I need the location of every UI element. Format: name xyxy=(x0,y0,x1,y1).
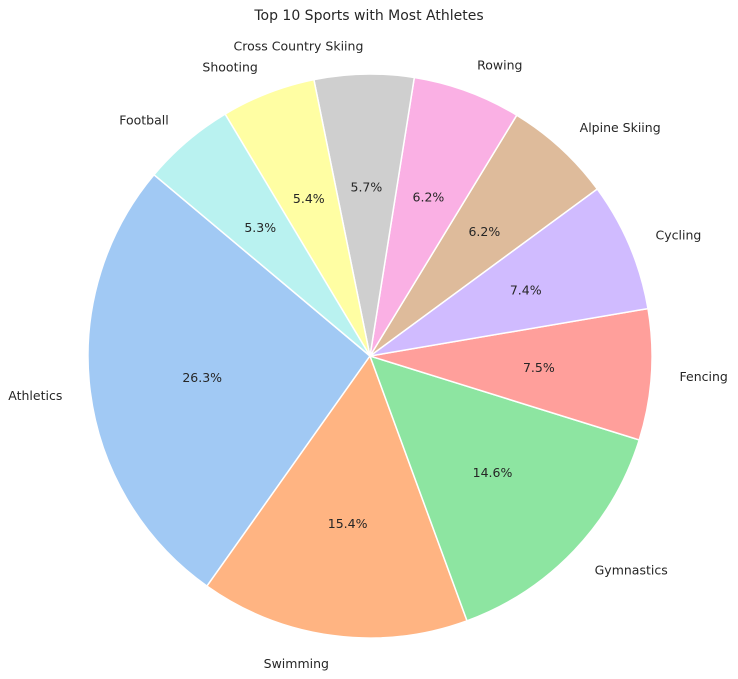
percent-label-cross-country-skiing: 5.7% xyxy=(351,179,383,194)
category-label-cycling: Cycling xyxy=(656,227,702,242)
slice-fencing xyxy=(369,307,653,441)
category-label-gymnastics: Gymnastics xyxy=(595,562,668,577)
category-label-cross-country-skiing: Cross Country Skiing xyxy=(234,38,364,53)
percent-label-gymnastics: 14.6% xyxy=(473,465,513,480)
percent-label-shooting: 5.4% xyxy=(293,191,325,206)
percent-label-fencing: 7.5% xyxy=(523,360,555,375)
slice-football xyxy=(152,113,371,357)
chart-title: Top 10 Sports with Most Athletes xyxy=(254,8,484,24)
percent-label-athletics: 26.3% xyxy=(182,370,222,385)
category-label-football: Football xyxy=(119,112,168,127)
percent-label-alpine-skiing: 6.2% xyxy=(468,224,500,239)
percent-label-rowing: 6.2% xyxy=(413,190,445,205)
percent-label-football: 5.3% xyxy=(244,220,276,235)
category-label-rowing: Rowing xyxy=(477,57,522,72)
category-label-athletics: Athletics xyxy=(8,388,62,403)
percent-label-cycling: 7.4% xyxy=(510,282,542,297)
category-label-fencing: Fencing xyxy=(680,369,728,384)
category-label-shooting: Shooting xyxy=(202,59,257,74)
slice-gymnastics xyxy=(368,354,641,622)
slice-cycling xyxy=(369,187,649,357)
percent-label-swimming: 15.4% xyxy=(328,516,368,531)
category-label-swimming: Swimming xyxy=(264,656,329,671)
slice-swimming xyxy=(205,354,468,639)
category-label-alpine-skiing: Alpine Skiing xyxy=(580,120,661,135)
slice-athletics xyxy=(87,173,372,588)
